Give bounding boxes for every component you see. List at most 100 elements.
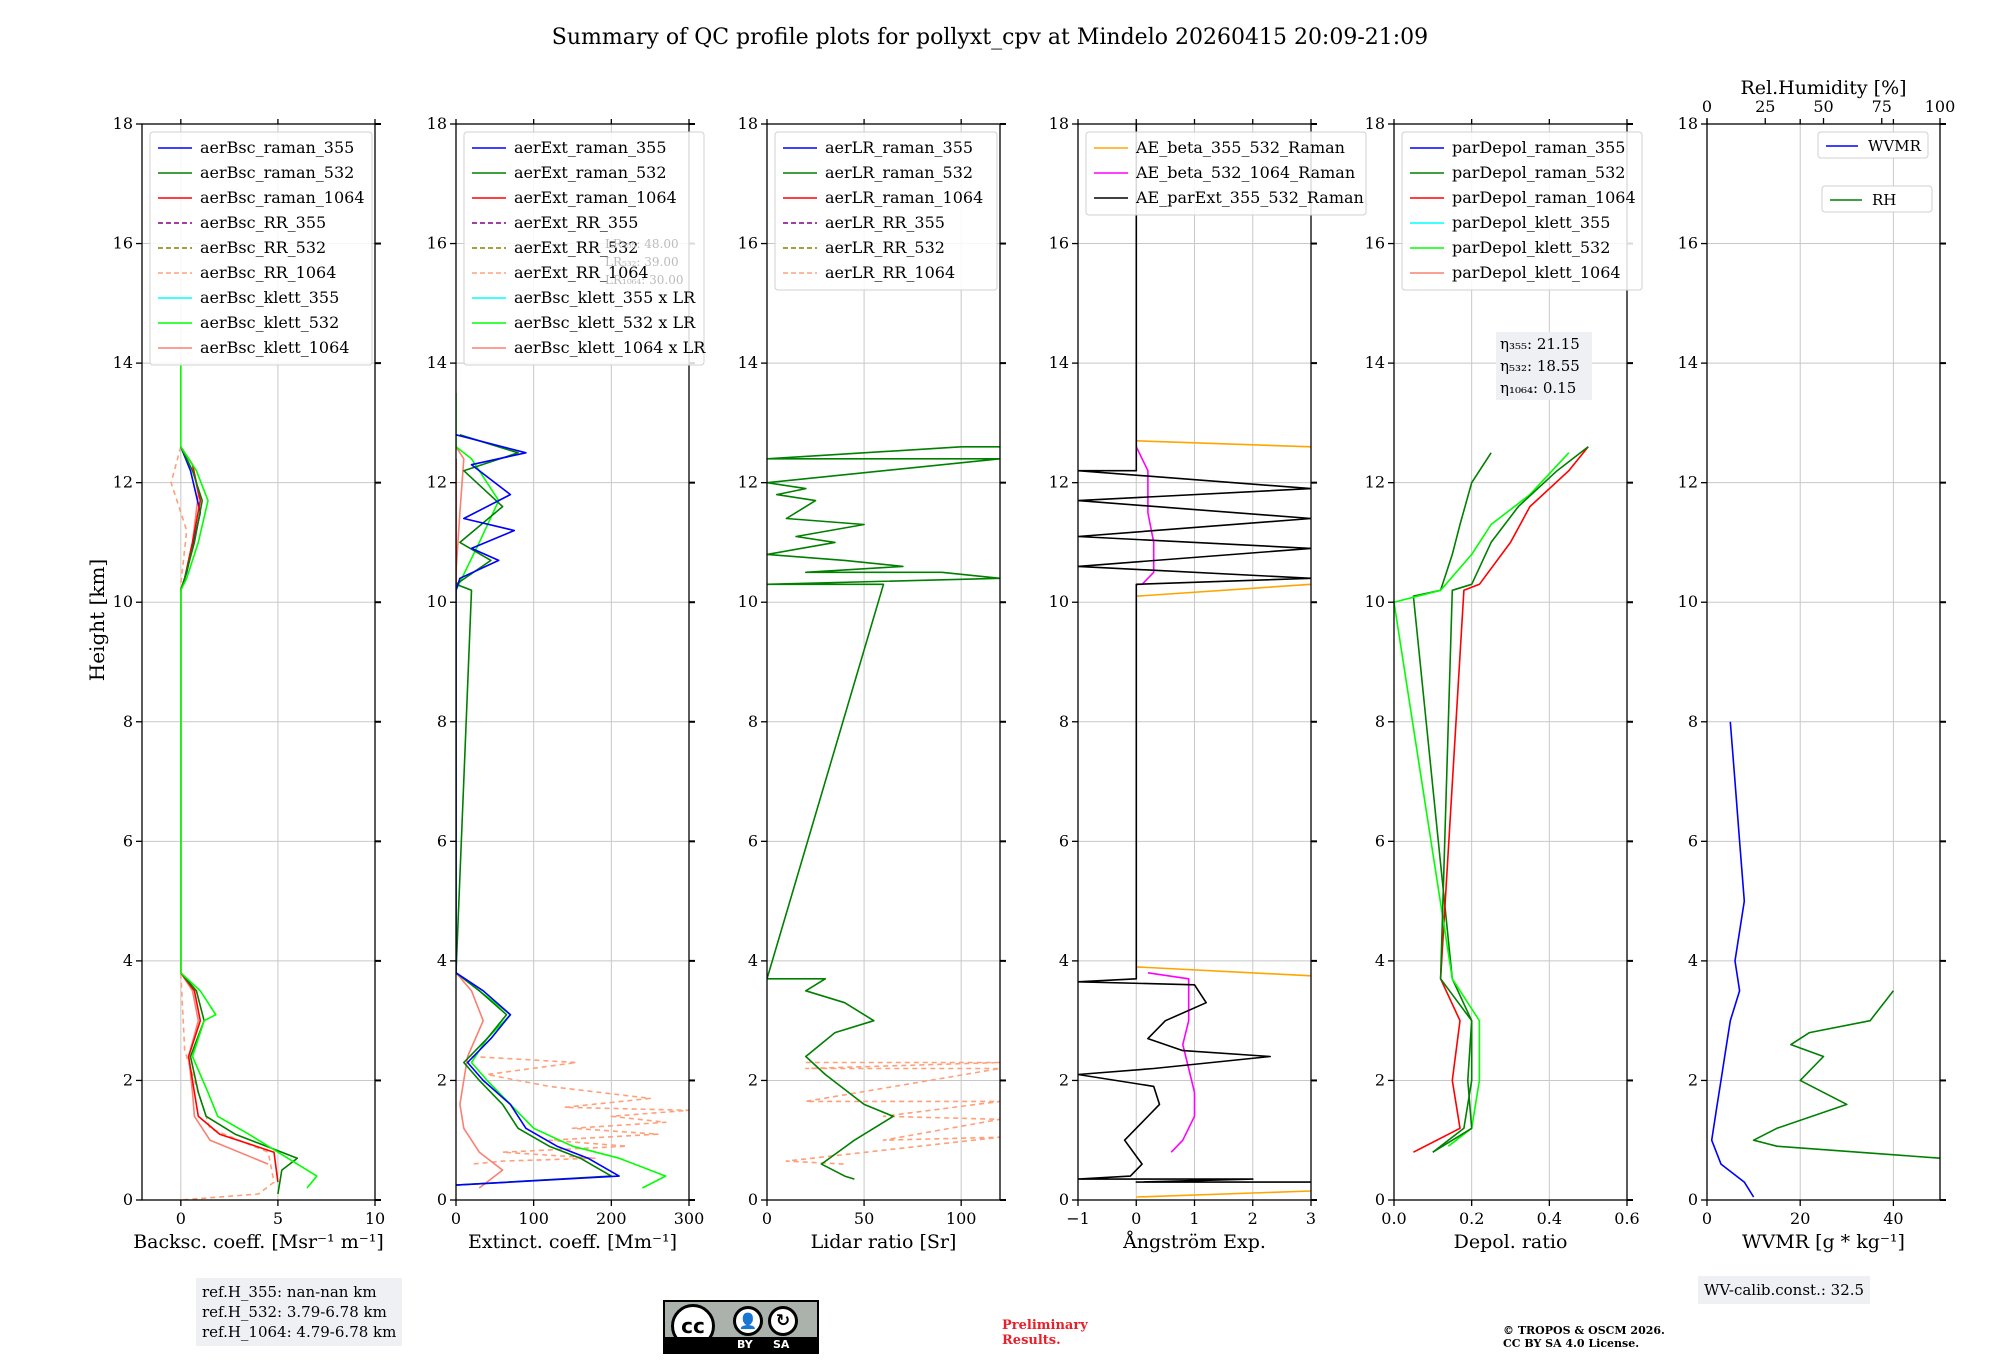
series-AE_beta_355_532_Raman_d <box>1136 1190 1311 1198</box>
lr-annotation: LR₁₀₆₄: 30.00 <box>605 273 683 287</box>
series-group <box>1710 721 1940 1198</box>
series-group <box>767 445 1000 1180</box>
y-tick-label: 4 <box>437 951 447 970</box>
y-tick-label: 12 <box>113 473 133 492</box>
eta-box <box>1496 332 1592 400</box>
y-tick-label: 14 <box>1678 353 1698 372</box>
copyright-note: © TROPOS & OSCM 2026. CC BY SA 4.0 Licen… <box>1503 1324 1665 1350</box>
y-tick-label: 4 <box>1688 951 1698 970</box>
legend-label: aerExt_RR_532 <box>514 238 638 257</box>
series-parDepol_raman_1064 <box>1413 446 1589 1153</box>
y-tick-label: 12 <box>1365 473 1385 492</box>
legend-label: aerLR_RR_532 <box>825 238 945 257</box>
legend-label: aerBsc_RR_532 <box>200 238 326 257</box>
legend-label: aerBsc_klett_355 x LR <box>514 288 696 307</box>
figure-title: Summary of QC profile plots for pollyxt_… <box>552 25 1428 50</box>
series-AE_beta_355_532_Raman_c <box>1136 966 1311 977</box>
y-tick-label: 16 <box>738 234 758 253</box>
legend-label: aerExt_RR_355 <box>514 213 638 232</box>
y-tick-label: 10 <box>427 592 447 611</box>
y-tick-label: 8 <box>1688 712 1698 731</box>
x-tick-label: 0.2 <box>1459 1209 1484 1228</box>
x-tick-label: 0.6 <box>1614 1209 1639 1228</box>
cc-by-label: BY <box>737 1338 753 1351</box>
legend-box <box>463 131 705 366</box>
reference-height-box: ref.H_355: nan-nan km ref.H_532: 3.79-6.… <box>196 1278 403 1346</box>
y-tick-label: 6 <box>1688 831 1698 850</box>
series-parDepol_raman_532 <box>1432 446 1589 1153</box>
x-tick-label: 2 <box>1248 1209 1258 1228</box>
y-tick-label: 10 <box>1049 592 1069 611</box>
series-AE_beta_355_532_Raman <box>1136 440 1311 448</box>
x-tick-label: 0 <box>762 1209 772 1228</box>
series-group <box>456 393 689 1189</box>
y-tick-label: 2 <box>1059 1070 1069 1089</box>
series-RH <box>1752 990 1940 1159</box>
y-tick-label: 18 <box>738 114 758 133</box>
series-aerExt_raman_355 <box>456 434 620 1186</box>
cc-sa-label: SA <box>773 1338 790 1351</box>
series-parDepol_klett_532_b <box>1394 452 1570 1147</box>
y-tick-label: 18 <box>1678 114 1698 133</box>
legend-label: parDepol_klett_355 <box>1452 213 1610 232</box>
series-aerBsc_RR_1064 <box>170 446 275 1200</box>
legend-label: aerLR_raman_532 <box>825 163 973 182</box>
legend-label: aerLR_RR_1064 <box>825 263 955 282</box>
y-tick-label: 2 <box>748 1070 758 1089</box>
x-axis-label: Ångström Exp. <box>1122 1231 1266 1253</box>
x-axis-label: Backsc. coeff. [Msr⁻¹ m⁻¹] <box>133 1231 384 1253</box>
x-tick-label: 100 <box>518 1209 549 1228</box>
legend-label: aerBsc_RR_1064 <box>200 263 336 282</box>
y-tick-label: 18 <box>1049 114 1069 133</box>
x-tick-label: −1 <box>1066 1209 1090 1228</box>
x-tick-label: 0 <box>451 1209 461 1228</box>
x-tick-label: 0.4 <box>1537 1209 1562 1228</box>
eta-annotation: η₃₅₅: 21.15 η₅₃₂: 18.55 η₁₀₆₄: 0.15 <box>1496 332 1592 400</box>
legend-box <box>774 131 998 291</box>
x-tick-label: 0 <box>1702 1209 1712 1228</box>
y-tick-label: 0 <box>123 1190 133 1209</box>
x-tick-label: 1 <box>1189 1209 1199 1228</box>
top-axis-label: Rel.Humidity [%] <box>1740 77 1906 99</box>
y-tick-label: 6 <box>1059 831 1069 850</box>
y-tick-label: 14 <box>113 353 133 372</box>
legend-label: aerExt_RR_1064 <box>514 263 649 282</box>
y-tick-label: 16 <box>1365 234 1385 253</box>
y-tick-label: 2 <box>1375 1070 1385 1089</box>
y-tick-label: 16 <box>113 234 133 253</box>
series-WVMR <box>1710 721 1755 1198</box>
x-tick-label: 0 <box>1131 1209 1141 1228</box>
legend-label: aerBsc_RR_355 <box>200 213 326 232</box>
legend-entry: RH <box>1821 185 1933 213</box>
y-tick-label: 4 <box>1059 951 1069 970</box>
y-tick-label: 18 <box>427 114 447 133</box>
x-tick-label: 300 <box>674 1209 705 1228</box>
legend-label: aerLR_RR_355 <box>825 213 945 232</box>
ref-h-1064: ref.H_1064: 4.79-6.78 km <box>202 1323 397 1341</box>
x-tick-label: 40 <box>1883 1209 1903 1228</box>
legend-label: aerExt_raman_1064 <box>514 188 677 207</box>
y-tick-label: 10 <box>1678 592 1698 611</box>
y-tick-label: 6 <box>748 831 758 850</box>
x-tick-label: 0 <box>176 1209 186 1228</box>
series-aerLR_raman_532 <box>767 445 1000 1180</box>
y-tick-label: 12 <box>427 473 447 492</box>
legend: aerBsc_raman_355 aerBsc_raman_532 aerBsc_r… <box>149 131 373 366</box>
y-tick-label: 4 <box>123 951 133 970</box>
legend-box <box>1817 131 1929 159</box>
plot-frame <box>766 123 1001 1201</box>
legend-label: aerLR_raman_355 <box>825 138 973 157</box>
series-group <box>170 363 318 1200</box>
y-tick-label: 4 <box>1375 951 1385 970</box>
x-tick-label: 10 <box>365 1209 385 1228</box>
legend-label: aerBsc_raman_532 <box>200 163 354 182</box>
series-AE_beta_355_532_Raman_b <box>1136 583 1311 597</box>
legend: AE_beta_355_532_Raman AE_beta_532_1064_Ra… <box>1085 131 1367 216</box>
y-tick-label: 0 <box>1375 1190 1385 1209</box>
legend: aerLR_raman_355 aerLR_raman_532 aerLR_rama… <box>774 131 998 291</box>
legend-box <box>149 131 373 366</box>
wv-calib-text: WV-calib.const.: 32.5 <box>1704 1281 1865 1299</box>
legend-label: aerBsc_klett_355 <box>200 288 339 307</box>
x-tick-label: 50 <box>854 1209 874 1228</box>
